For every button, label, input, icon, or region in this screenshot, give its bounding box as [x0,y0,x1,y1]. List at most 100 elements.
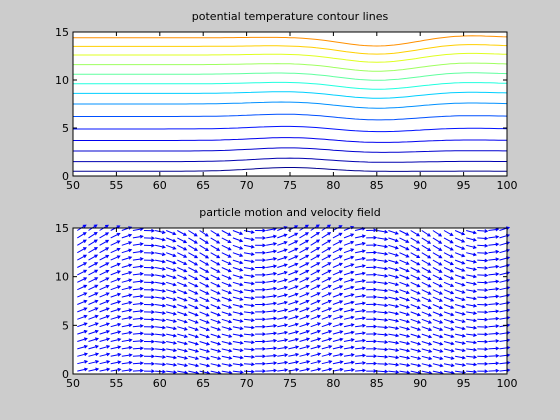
velocity-arrow [488,316,500,321]
velocity-arrow [221,341,233,346]
velocity-arrow [443,333,455,338]
contour-xtick-label: 50 [66,179,80,192]
velocity-arrow [354,241,366,246]
velocity-arrow [232,304,244,309]
velocity-arrow [143,302,156,307]
velocity-arrow [266,234,277,239]
velocity-arrow [321,262,332,268]
velocity-arrow [132,338,144,343]
velocity-arrow [243,318,255,323]
velocity-arrow [454,311,466,316]
quiver-xtick-label: 100 [497,377,518,390]
velocity-arrow [477,273,489,278]
velocity-arrow [443,230,454,236]
velocity-arrow [443,267,455,273]
velocity-arrow [321,337,333,342]
velocity-arrow [255,302,267,307]
contour-xtick-label: 90 [413,179,427,192]
velocity-arrow [143,265,156,270]
velocity-arrow [355,271,366,276]
velocity-arrow [166,274,177,279]
velocity-arrow [155,333,167,337]
velocity-arrow [321,254,332,261]
contour-plot-title: potential temperature contour lines [192,10,389,23]
velocity-arrow [488,272,500,277]
velocity-arrow [410,363,422,368]
velocity-arrow [88,247,99,254]
velocity-arrow [221,252,232,258]
velocity-arrow [199,274,210,281]
velocity-arrow [399,281,410,287]
velocity-arrow [155,318,167,323]
velocity-arrow [321,284,332,291]
velocity-arrow [366,295,378,299]
velocity-arrow [332,360,344,365]
velocity-arrow [232,348,244,353]
velocity-arrow [288,277,299,283]
velocity-arrow [321,314,333,320]
velocity-arrow [488,353,500,358]
velocity-arrow [143,317,156,322]
velocity-arrow [188,274,199,280]
velocity-arrow [266,301,278,306]
velocity-arrow [343,240,355,246]
velocity-arrow [132,346,144,351]
velocity-arrow [388,362,400,367]
velocity-arrow [166,318,178,323]
velocity-arrow [299,277,310,283]
velocity-arrow [221,267,232,273]
velocity-arrow [177,267,188,273]
velocity-arrow [166,363,178,367]
velocity-arrow [377,237,389,241]
velocity-arrow [310,277,321,283]
velocity-arrow [232,333,244,338]
velocity-arrow [332,247,343,254]
velocity-arrow [466,259,478,264]
velocity-arrow [443,318,455,324]
velocity-arrow [421,363,433,368]
velocity-arrow [388,370,400,374]
velocity-arrow [121,338,133,343]
velocity-arrow [177,304,188,309]
velocity-arrow [277,338,289,342]
velocity-arrow [299,262,310,268]
velocity-arrow [332,232,343,239]
velocity-arrow [299,299,310,305]
velocity-arrow [310,329,322,335]
velocity-arrow [243,274,255,278]
velocity-arrow [454,281,466,287]
velocity-arrow [155,303,167,308]
velocity-arrow [143,236,156,241]
velocity-arrow [477,236,489,241]
velocity-arrow [232,311,244,316]
velocity-arrow [377,266,389,271]
velocity-arrow [99,360,111,365]
velocity-arrow [443,341,455,346]
velocity-arrow [166,252,177,258]
velocity-arrow [121,330,133,335]
velocity-arrow [121,278,133,283]
velocity-arrow [221,244,232,251]
velocity-arrow [366,354,378,359]
velocity-arrow [288,352,300,357]
contour-line-12 [73,44,508,55]
velocity-arrow [199,281,210,288]
velocity-arrow [477,325,489,329]
velocity-arrow [232,296,244,301]
velocity-arrow [399,370,411,375]
contour-xtick-label: 95 [457,179,471,192]
velocity-arrow [443,355,455,360]
velocity-arrow [132,324,144,328]
velocity-arrow [288,285,299,291]
velocity-arrow [188,267,199,273]
velocity-arrow [488,346,500,351]
velocity-arrow [221,237,232,243]
velocity-arrow [410,267,421,273]
velocity-arrow [232,341,244,345]
velocity-arrow [255,369,267,373]
velocity-arrow [132,234,144,239]
velocity-arrow [177,259,188,265]
velocity-arrow [143,354,156,359]
velocity-arrow [266,324,278,328]
velocity-arrow [466,237,477,242]
